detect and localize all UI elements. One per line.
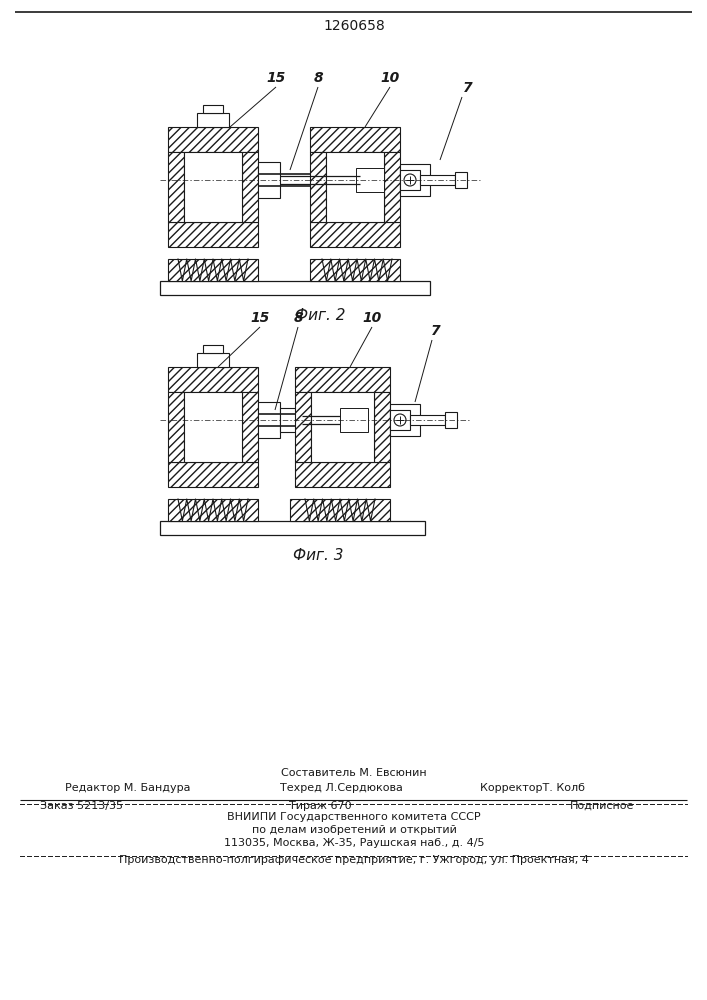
Text: 10: 10	[380, 71, 399, 85]
Bar	[295, 462, 390, 487]
Text: 7: 7	[431, 324, 440, 338]
Bar	[168, 392, 184, 462]
Bar	[280, 408, 302, 432]
Bar	[203, 105, 223, 113]
Bar	[258, 402, 280, 438]
Text: 8: 8	[313, 71, 323, 85]
Bar	[295, 392, 311, 462]
Bar	[168, 127, 258, 152]
Bar	[203, 345, 223, 353]
Bar	[335, 164, 357, 196]
Text: по делам изобретений и открытий: по делам изобретений и открытий	[252, 825, 457, 835]
Bar	[168, 259, 258, 281]
Bar	[168, 462, 258, 487]
Text: КорректорТ. Колб: КорректорТ. Колб	[480, 783, 585, 793]
Bar	[326, 152, 384, 222]
Text: 10: 10	[363, 311, 382, 325]
Bar	[400, 170, 420, 190]
Bar	[410, 415, 445, 425]
Bar	[310, 259, 400, 281]
Text: Составитель М. Евсюнин: Составитель М. Евсюнин	[281, 768, 427, 778]
Bar	[311, 392, 374, 462]
Bar	[168, 499, 258, 521]
Bar	[197, 353, 229, 367]
Text: 15: 15	[250, 311, 269, 325]
Text: 8: 8	[293, 311, 303, 325]
Text: 7: 7	[463, 81, 473, 95]
Bar	[310, 222, 400, 247]
Bar	[320, 404, 342, 436]
Bar	[160, 521, 425, 535]
Text: Техред Л.Сердюкова: Техред Л.Сердюкова	[280, 783, 403, 793]
Bar	[455, 172, 467, 188]
Bar	[420, 175, 455, 185]
Text: ВНИИПИ Государственного комитета СССР: ВНИИПИ Государственного комитета СССР	[227, 812, 481, 822]
Bar	[390, 404, 420, 436]
Bar	[168, 152, 184, 222]
Bar	[340, 408, 368, 432]
Text: Тираж 670: Тираж 670	[288, 801, 351, 811]
Text: Производственно-полгирафическое предприятие, г. Ужгород, ул. Проектная, 4: Производственно-полгирафическое предприя…	[119, 855, 589, 865]
Bar	[384, 152, 400, 222]
Text: Фиг. 3: Фиг. 3	[293, 548, 344, 562]
Bar	[184, 152, 242, 222]
Bar	[310, 127, 400, 152]
Bar	[390, 410, 410, 430]
Bar	[374, 392, 390, 462]
Bar	[242, 152, 258, 222]
Bar	[168, 367, 258, 392]
Text: 15: 15	[267, 71, 286, 85]
Bar	[445, 412, 457, 428]
Bar	[197, 113, 229, 127]
Bar	[310, 152, 326, 222]
Text: 113035, Москва, Ж-35, Раушская наб., д. 4/5: 113035, Москва, Ж-35, Раушская наб., д. …	[223, 838, 484, 848]
Bar	[400, 164, 430, 196]
Bar	[168, 222, 258, 247]
Bar	[258, 162, 280, 198]
Text: 1260658: 1260658	[323, 19, 385, 33]
Bar	[356, 168, 384, 192]
Bar	[242, 392, 258, 462]
Text: Подписное: Подписное	[570, 801, 634, 811]
Text: Заказ 5213/35: Заказ 5213/35	[40, 801, 123, 811]
Text: Фиг. 2: Фиг. 2	[295, 308, 345, 322]
Bar	[290, 499, 390, 521]
Bar	[184, 392, 242, 462]
Bar	[295, 367, 390, 392]
Text: Редактор М. Бандура: Редактор М. Бандура	[65, 783, 190, 793]
Bar	[160, 281, 430, 295]
